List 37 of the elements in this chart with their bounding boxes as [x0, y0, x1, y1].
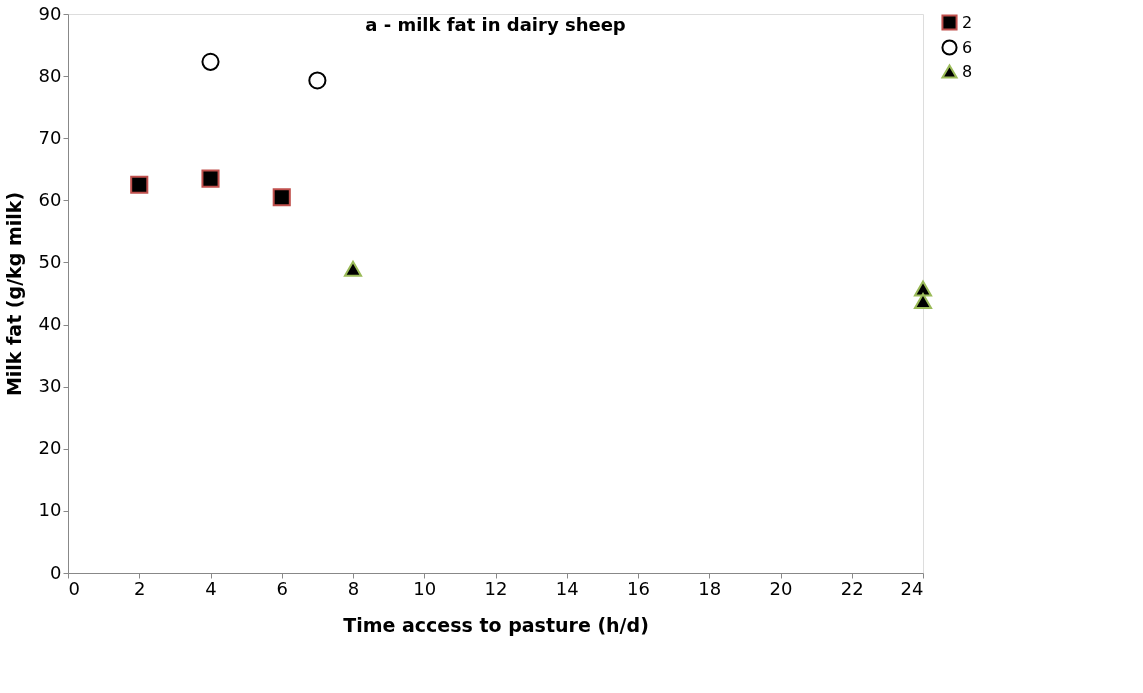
y-tick-label: 30 [38, 375, 62, 397]
x-tick-label: 24 [900, 577, 924, 599]
legend-label: 2 [962, 12, 973, 32]
y-tick-label: 0 [50, 561, 62, 583]
y-tick-label: 10 [38, 499, 62, 521]
point [913, 292, 933, 309]
point [272, 188, 291, 207]
y-tick-label: 50 [38, 250, 62, 272]
x-tick-label: 20 [769, 577, 793, 599]
x-tick-label: 22 [840, 577, 864, 599]
x-axis-title: Time access to pasture (h/d) [343, 613, 649, 636]
x-tick-label: 6 [276, 577, 288, 599]
y-axis-title: Milk fat (g/kg milk) [2, 191, 25, 397]
y-tick-label: 40 [38, 313, 62, 335]
x-tick-label: 0 [68, 577, 80, 599]
point [343, 260, 363, 277]
point [913, 280, 933, 297]
y-tick-label: 70 [38, 126, 62, 148]
y-tick-label: 90 [38, 2, 62, 24]
x-tick-label: 8 [347, 577, 360, 599]
x-tick-label: 16 [627, 577, 650, 599]
point [308, 71, 327, 90]
x-tick-label: 4 [205, 577, 217, 599]
legend-label: 8 [962, 61, 973, 81]
chart-title: a - milk fat in dairy sheep [365, 14, 626, 35]
y-tick-label: 80 [38, 64, 62, 86]
x-tick-label: 10 [413, 577, 437, 599]
point [130, 175, 149, 194]
y-tick-label: 20 [38, 437, 62, 459]
x-tick-label: 18 [698, 577, 722, 599]
x-tick-label: 12 [484, 577, 508, 599]
point [201, 169, 220, 188]
point [201, 52, 220, 71]
x-tick-label: 14 [555, 577, 579, 599]
legend-label: 6 [962, 37, 973, 57]
x-tick-label: 2 [134, 577, 146, 599]
y-tick-label: 60 [38, 188, 62, 210]
